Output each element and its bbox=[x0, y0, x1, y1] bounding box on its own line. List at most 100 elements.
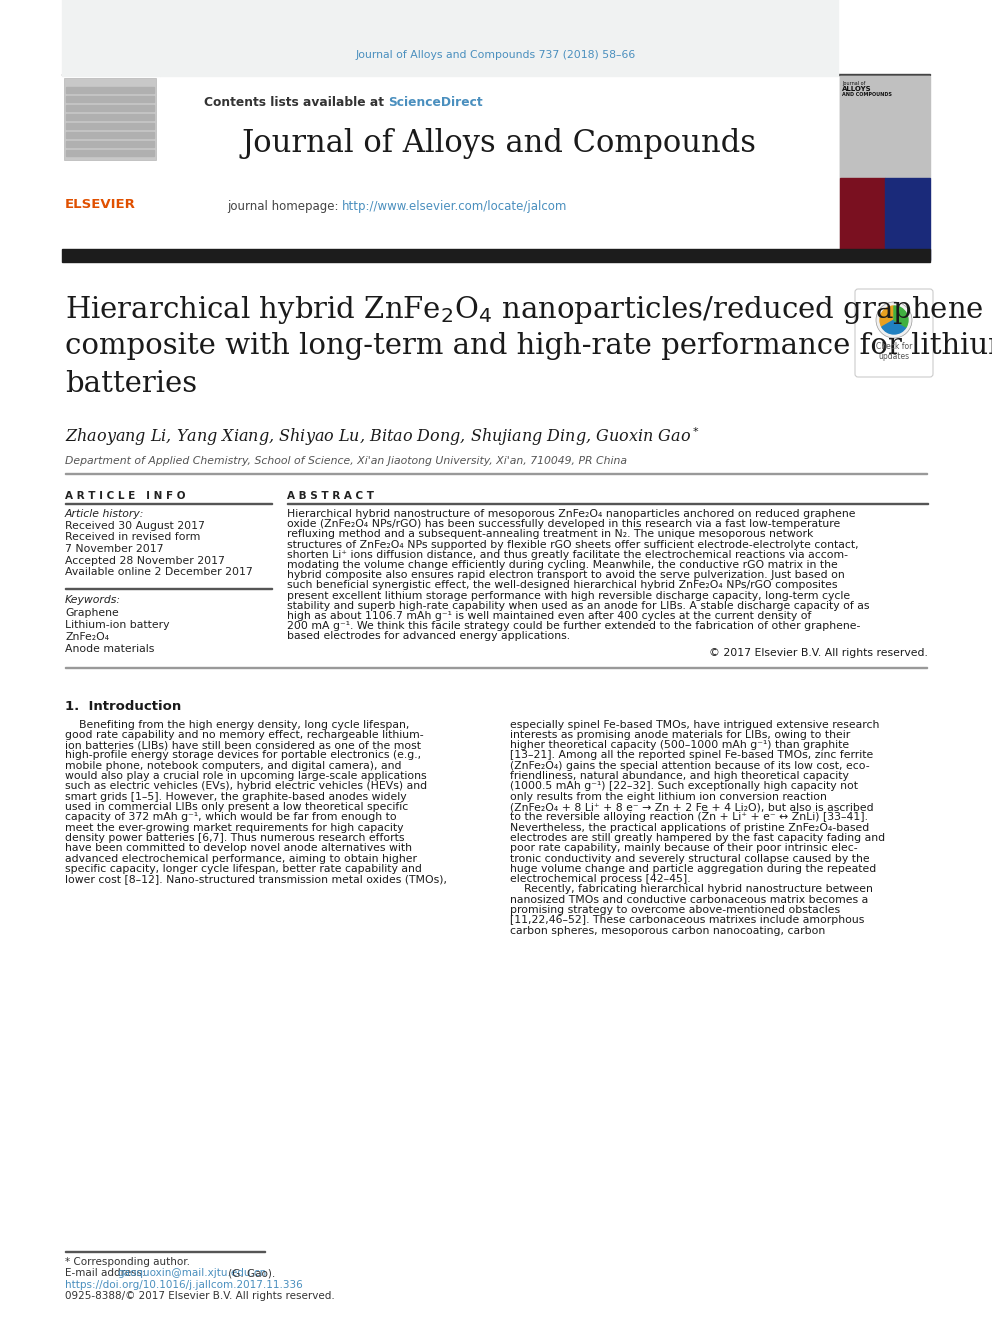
FancyBboxPatch shape bbox=[855, 288, 933, 377]
Text: Zhaoyang Li, Yang Xiang, Shiyao Lu, Bitao Dong, Shujiang Ding, Guoxin Gao$^*$: Zhaoyang Li, Yang Xiang, Shiyao Lu, Bita… bbox=[65, 425, 699, 447]
Text: promising strategy to overcome above-mentioned obstacles: promising strategy to overcome above-men… bbox=[510, 905, 840, 916]
Bar bbox=[840, 75, 930, 261]
Text: mobile phone, notebook computers, and digital camera), and: mobile phone, notebook computers, and di… bbox=[65, 761, 402, 771]
Text: present excellent lithium storage performance with high reversible discharge cap: present excellent lithium storage perfor… bbox=[287, 590, 850, 601]
Text: [13–21]. Among all the reported spinel Fe-based TMOs, zinc ferrite: [13–21]. Among all the reported spinel F… bbox=[510, 750, 873, 761]
Text: 200 mA g⁻¹. We think this facile strategy could be further extended to the fabri: 200 mA g⁻¹. We think this facile strateg… bbox=[287, 622, 860, 631]
Text: (G. Gao).: (G. Gao). bbox=[225, 1267, 275, 1278]
Text: nanosized TMOs and conductive carbonaceous matrix becomes a: nanosized TMOs and conductive carbonaceo… bbox=[510, 894, 868, 905]
Text: © 2017 Elsevier B.V. All rights reserved.: © 2017 Elsevier B.V. All rights reserved… bbox=[709, 647, 928, 658]
Text: [11,22,46–52]. These carbonaceous matrixes include amorphous: [11,22,46–52]. These carbonaceous matrix… bbox=[510, 916, 864, 925]
Text: good rate capability and no memory effect, rechargeable lithium-: good rate capability and no memory effec… bbox=[65, 730, 424, 740]
Text: Recently, fabricating hierarchical hybrid nanostructure between: Recently, fabricating hierarchical hybri… bbox=[510, 884, 873, 894]
Text: high as about 1106.7 mAh g⁻¹ is well maintained even after 400 cycles at the cur: high as about 1106.7 mAh g⁻¹ is well mai… bbox=[287, 611, 811, 620]
Text: stability and superb high-rate capability when used as an anode for LIBs. A stab: stability and superb high-rate capabilit… bbox=[287, 601, 870, 611]
Text: https://doi.org/10.1016/j.jallcom.2017.11.336: https://doi.org/10.1016/j.jallcom.2017.1… bbox=[65, 1279, 303, 1290]
Text: Keywords:: Keywords: bbox=[65, 595, 121, 605]
Text: Journal of: Journal of bbox=[842, 81, 865, 86]
Text: ELSEVIER: ELSEVIER bbox=[65, 198, 136, 210]
Text: batteries: batteries bbox=[65, 370, 197, 398]
Text: electrochemical process [42–45].: electrochemical process [42–45]. bbox=[510, 875, 690, 884]
Text: 7 November 2017: 7 November 2017 bbox=[65, 544, 164, 554]
Text: such as electric vehicles (EVs), hybrid electric vehicles (HEVs) and: such as electric vehicles (EVs), hybrid … bbox=[65, 782, 428, 791]
Text: have been committed to develop novel anode alternatives with: have been committed to develop novel ano… bbox=[65, 843, 412, 853]
Text: used in commercial LIBs only present a low theoretical specific: used in commercial LIBs only present a l… bbox=[65, 802, 409, 812]
Text: * Corresponding author.: * Corresponding author. bbox=[65, 1257, 190, 1267]
Text: poor rate capability, mainly because of their poor intrinsic elec-: poor rate capability, mainly because of … bbox=[510, 843, 858, 853]
Text: Lithium-ion battery: Lithium-ion battery bbox=[65, 620, 170, 630]
Text: ion batteries (LIBs) have still been considered as one of the most: ion batteries (LIBs) have still been con… bbox=[65, 740, 421, 750]
Text: carbon spheres, mesoporous carbon nanocoating, carbon: carbon spheres, mesoporous carbon nanoco… bbox=[510, 926, 825, 935]
Text: http://www.elsevier.com/locate/jalcom: http://www.elsevier.com/locate/jalcom bbox=[342, 200, 567, 213]
Bar bbox=[66, 132, 154, 138]
Text: Anode materials: Anode materials bbox=[65, 644, 155, 654]
Text: 0925-8388/© 2017 Elsevier B.V. All rights reserved.: 0925-8388/© 2017 Elsevier B.V. All right… bbox=[65, 1291, 334, 1301]
Text: modating the volume change efficiently during cycling. Meanwhile, the conductive: modating the volume change efficiently d… bbox=[287, 560, 838, 570]
Text: Hierarchical hybrid nanostructure of mesoporous ZnFe₂O₄ nanoparticles anchored o: Hierarchical hybrid nanostructure of mes… bbox=[287, 509, 855, 519]
Text: Accepted 28 November 2017: Accepted 28 November 2017 bbox=[65, 556, 225, 565]
Text: smart grids [1–5]. However, the graphite-based anodes widely: smart grids [1–5]. However, the graphite… bbox=[65, 791, 407, 802]
Text: Journal of Alloys and Compounds: Journal of Alloys and Compounds bbox=[241, 128, 757, 159]
Text: only results from the eight lithium ion conversion reaction: only results from the eight lithium ion … bbox=[510, 791, 827, 802]
Bar bbox=[66, 105, 154, 111]
Text: meet the ever-growing market requirements for high capacity: meet the ever-growing market requirement… bbox=[65, 823, 404, 832]
Text: structures of ZnFe₂O₄ NPs supported by flexible rGO sheets offer sufficient elec: structures of ZnFe₂O₄ NPs supported by f… bbox=[287, 540, 859, 549]
Text: composite with long-term and high-rate performance for lithium ion: composite with long-term and high-rate p… bbox=[65, 332, 992, 360]
Text: friendliness, natural abundance, and high theoretical capacity: friendliness, natural abundance, and hig… bbox=[510, 771, 849, 781]
Text: shorten Li⁺ ions diffusion distance, and thus greatly facilitate the electrochem: shorten Li⁺ ions diffusion distance, and… bbox=[287, 550, 848, 560]
Text: capacity of 372 mAh g⁻¹, which would be far from enough to: capacity of 372 mAh g⁻¹, which would be … bbox=[65, 812, 397, 823]
Text: higher theoretical capacity (500–1000 mAh g⁻¹) than graphite: higher theoretical capacity (500–1000 mA… bbox=[510, 740, 849, 750]
Text: specific capacity, longer cycle lifespan, better rate capability and: specific capacity, longer cycle lifespan… bbox=[65, 864, 422, 873]
Text: 1.  Introduction: 1. Introduction bbox=[65, 700, 182, 713]
Bar bbox=[840, 75, 930, 179]
Text: Benefiting from the high energy density, long cycle lifespan,: Benefiting from the high energy density,… bbox=[65, 720, 410, 729]
Text: Available online 2 December 2017: Available online 2 December 2017 bbox=[65, 568, 253, 577]
Text: density power batteries [6,7]. Thus numerous research efforts: density power batteries [6,7]. Thus nume… bbox=[65, 833, 405, 843]
Text: Check for
updates: Check for updates bbox=[876, 343, 913, 361]
Circle shape bbox=[876, 302, 912, 337]
Text: journal homepage:: journal homepage: bbox=[227, 200, 342, 213]
Bar bbox=[885, 179, 930, 261]
Wedge shape bbox=[882, 320, 906, 333]
Text: such beneficial synergistic effect, the well-designed hierarchical hybrid ZnFe₂O: such beneficial synergistic effect, the … bbox=[287, 581, 837, 590]
Text: electrodes are still greatly hampered by the fast capacity fading and: electrodes are still greatly hampered by… bbox=[510, 833, 885, 843]
Text: Graphene: Graphene bbox=[65, 609, 119, 618]
Text: advanced electrochemical performance, aiming to obtain higher: advanced electrochemical performance, ai… bbox=[65, 853, 417, 864]
Text: Received in revised form: Received in revised form bbox=[65, 532, 200, 542]
Text: huge volume change and particle aggregation during the repeated: huge volume change and particle aggregat… bbox=[510, 864, 876, 873]
Bar bbox=[64, 78, 156, 160]
Text: interests as promising anode materials for LIBs, owing to their: interests as promising anode materials f… bbox=[510, 730, 850, 740]
Text: high-profile energy storage devices for portable electronics (e.g.,: high-profile energy storage devices for … bbox=[65, 750, 422, 761]
Text: Hierarchical hybrid ZnFe$_2$O$_4$ nanoparticles/reduced graphene oxide: Hierarchical hybrid ZnFe$_2$O$_4$ nanopa… bbox=[65, 294, 992, 325]
Text: tronic conductivity and severely structural collapse caused by the: tronic conductivity and severely structu… bbox=[510, 853, 870, 864]
Text: would also play a crucial role in upcoming large-scale applications: would also play a crucial role in upcomi… bbox=[65, 771, 427, 781]
Text: Department of Applied Chemistry, School of Science, Xi'an Jiaotong University, X: Department of Applied Chemistry, School … bbox=[65, 456, 627, 466]
Bar bbox=[66, 87, 154, 93]
Bar bbox=[840, 179, 885, 261]
Text: (ZnFe₂O₄ + 8 Li⁺ + 8 e⁻ → Zn + 2 Fe + 4 Li₂O), but also is ascribed: (ZnFe₂O₄ + 8 Li⁺ + 8 e⁻ → Zn + 2 Fe + 4 … bbox=[510, 802, 874, 812]
Text: based electrodes for advanced energy applications.: based electrodes for advanced energy app… bbox=[287, 631, 570, 642]
Text: A R T I C L E   I N F O: A R T I C L E I N F O bbox=[65, 491, 186, 501]
Text: oxide (ZnFe₂O₄ NPs/rGO) has been successfully developed in this research via a f: oxide (ZnFe₂O₄ NPs/rGO) has been success… bbox=[287, 519, 840, 529]
Text: ALLOYS: ALLOYS bbox=[842, 86, 872, 93]
Wedge shape bbox=[894, 306, 908, 327]
Wedge shape bbox=[880, 306, 894, 327]
Text: ScienceDirect: ScienceDirect bbox=[388, 97, 483, 108]
Text: especially spinel Fe-based TMOs, have intrigued extensive research: especially spinel Fe-based TMOs, have in… bbox=[510, 720, 879, 729]
Text: lower cost [8–12]. Nano-structured transmission metal oxides (TMOs),: lower cost [8–12]. Nano-structured trans… bbox=[65, 875, 447, 884]
Bar bbox=[160, 0, 838, 75]
Text: ZnFe₂O₄: ZnFe₂O₄ bbox=[65, 632, 109, 642]
Bar bbox=[66, 142, 154, 147]
Bar bbox=[62, 249, 930, 262]
Bar bbox=[62, 0, 160, 75]
Bar bbox=[66, 123, 154, 130]
Text: Nevertheless, the practical applications of pristine ZnFe₂O₄-based: Nevertheless, the practical applications… bbox=[510, 823, 869, 832]
Text: A B S T R A C T: A B S T R A C T bbox=[287, 491, 374, 501]
Text: E-mail address:: E-mail address: bbox=[65, 1267, 149, 1278]
Text: refluxing method and a subsequent-annealing treatment in N₂. The unique mesoporo: refluxing method and a subsequent-anneal… bbox=[287, 529, 813, 540]
Text: (ZnFe₂O₄) gains the special attention because of its low cost, eco-: (ZnFe₂O₄) gains the special attention be… bbox=[510, 761, 870, 771]
Text: gaoquoxin@mail.xjtu.edu.cn: gaoquoxin@mail.xjtu.edu.cn bbox=[117, 1267, 266, 1278]
Text: (1000.5 mAh g⁻¹) [22–32]. Such exceptionally high capacity not: (1000.5 mAh g⁻¹) [22–32]. Such exception… bbox=[510, 782, 858, 791]
Text: AND COMPOUNDS: AND COMPOUNDS bbox=[842, 93, 892, 97]
Text: Received 30 August 2017: Received 30 August 2017 bbox=[65, 521, 205, 531]
